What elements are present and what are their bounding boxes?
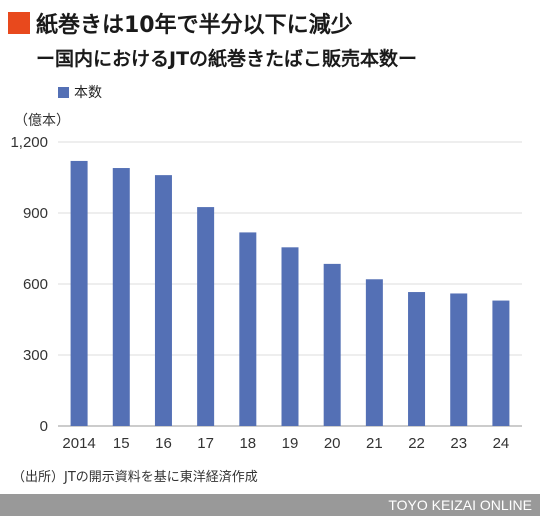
- x-tick-label: 17: [197, 435, 214, 452]
- y-tick-label: 0: [40, 418, 48, 435]
- chart-subtitle: ー国内におけるJTの紙巻きたばこ販売本数ー: [36, 48, 418, 70]
- x-tick-label: 18: [239, 435, 256, 452]
- x-tick-label: 22: [408, 435, 425, 452]
- legend-swatch: [58, 86, 69, 98]
- bar: [197, 207, 215, 426]
- title-marker: [8, 12, 30, 34]
- x-tick-label: 23: [450, 435, 467, 452]
- bar: [154, 175, 172, 426]
- y-axis-unit: （億本）: [14, 113, 70, 129]
- bar-chart: 0 300 600 900 1,200 2014 15 16 17 18 19 20 21 22 23 24: [10, 134, 522, 452]
- y-tick-label: 300: [23, 347, 48, 364]
- x-tick-label: 20: [324, 435, 341, 452]
- chart-title: 紙巻きは10年で半分以下に減少: [36, 13, 353, 38]
- bar: [450, 293, 468, 426]
- legend-label: 本数: [74, 85, 102, 101]
- x-tick-label: 21: [366, 435, 383, 452]
- footer-bar: TOYO KEIZAI ONLINE: [0, 494, 540, 516]
- legend: 本数: [58, 82, 102, 102]
- source-note: （出所）JTの開示資料を基に東洋経済作成: [12, 470, 258, 485]
- x-tick-label: 15: [113, 435, 130, 452]
- bar: [408, 292, 426, 426]
- bar: [239, 232, 257, 426]
- bar: [365, 279, 383, 426]
- bar: [492, 300, 510, 426]
- y-tick-label: 1,200: [10, 134, 48, 151]
- x-tick-label: 2014: [62, 435, 95, 452]
- bar: [112, 168, 130, 427]
- title-bar: 紙巻きは10年で半分以下に減少: [8, 8, 353, 38]
- x-tick-label: 19: [282, 435, 299, 452]
- bar: [323, 263, 341, 426]
- footer-credit: TOYO KEIZAI ONLINE: [388, 497, 532, 513]
- bar: [70, 160, 88, 426]
- y-tick-label: 900: [23, 205, 48, 222]
- y-tick-label: 600: [23, 276, 48, 293]
- bar: [281, 247, 299, 426]
- x-tick-label: 16: [155, 435, 172, 452]
- x-tick-label: 24: [493, 435, 510, 452]
